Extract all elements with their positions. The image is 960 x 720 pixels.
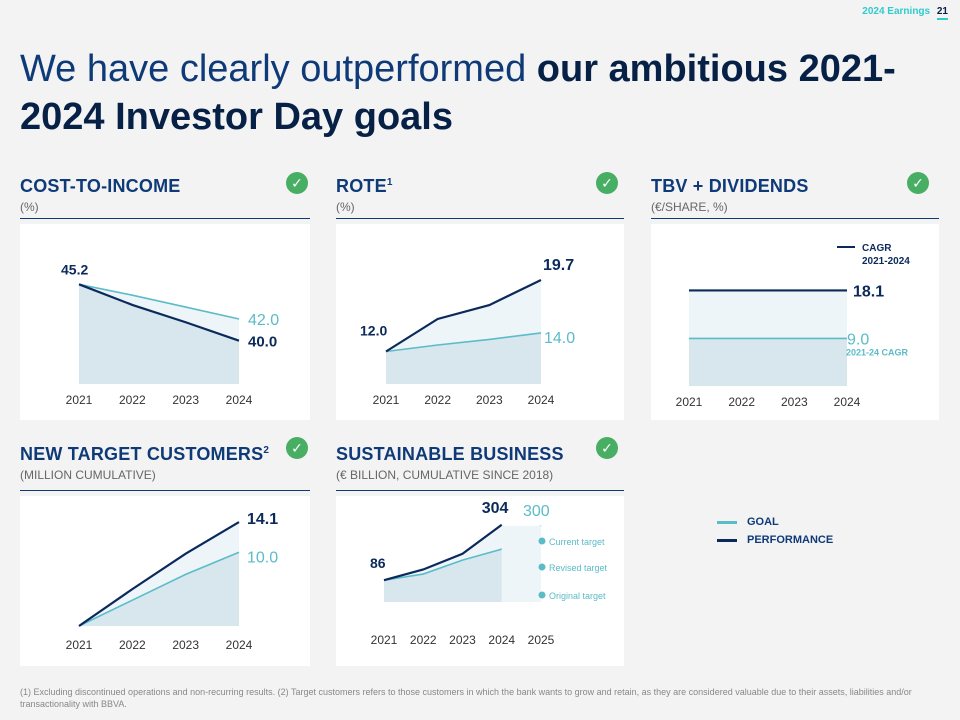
target-band [501, 525, 541, 602]
data-label-performance-end: 40.0 [248, 334, 277, 351]
target-annotation: Current target [549, 537, 605, 547]
area-fill-lower [689, 338, 847, 386]
x-tick-label: 2022 [119, 638, 146, 652]
panel-divider [20, 490, 310, 491]
footnote: (1) Excluding discontinued operations an… [20, 687, 912, 709]
goal-line [78, 283, 240, 320]
panel-divider [651, 218, 939, 219]
rote-chart: 2021 2022 2023 2024 12.0 19.7 14.0 [360, 257, 575, 407]
annotation-marker [538, 591, 546, 599]
report-label: 2024 Earnings [862, 6, 931, 17]
cagr-legend-period: 2021-2024 [862, 256, 910, 267]
panel-customers-header: NEW TARGET CUSTOMERS2 (MILLION CUMULATIV… [20, 444, 270, 482]
target-annotation: Revised target [549, 563, 608, 573]
data-label-performance-end: 18.1 [853, 283, 884, 300]
x-tick-label: 2021 [676, 395, 703, 409]
panel-rote-header: ROTE1 (%) [336, 176, 393, 214]
panel-title: TBV + DIVIDENDS [651, 176, 809, 196]
customers-chart: 2021 2022 2023 2024 14.1 10.0 [66, 511, 279, 652]
data-label-goal-end: 300 [523, 503, 550, 520]
x-tick-label: 2023 [476, 393, 503, 407]
data-label-start: 12.0 [360, 323, 387, 339]
x-tick-label: 2022 [119, 393, 146, 407]
data-label-goal-end: 14.0 [544, 330, 575, 347]
panel-divider [336, 490, 624, 491]
x-tick-label: 2023 [449, 633, 476, 647]
performance-line [78, 283, 240, 342]
legend-performance: PERFORMANCE [717, 534, 833, 546]
chart-card-tbv: 2021 2022 2023 2024 18.1 9.0 2021-24 CAGR CAGR 2… [651, 224, 939, 420]
x-tick-label: 2021 [371, 633, 398, 647]
panel-subtitle: (%) [336, 200, 355, 214]
panel-subtitle: (€ BILLION, CUMULATIVE SINCE 2018) [336, 468, 554, 482]
chart-card-sustainable: 2021 2022 2023 2024 2025 86 304 300 Current targ… [336, 496, 624, 666]
data-label-goal-end: 42.0 [248, 312, 279, 329]
data-label-performance-end: 19.7 [543, 257, 574, 274]
goal-line [78, 551, 240, 627]
panel-subtitle: (€/SHARE, %) [651, 200, 728, 214]
cti-chart: 2021 2022 2023 2024 45.2 42.0 40.0 [61, 261, 279, 407]
checkmark-icon: ✓ [286, 437, 308, 459]
goal-line [385, 332, 542, 353]
x-tick-label: 2022 [410, 633, 437, 647]
panel-divider [20, 218, 310, 219]
x-tick-label: 2024 [226, 638, 253, 652]
x-tick-label: 2022 [728, 395, 755, 409]
x-tick-label: 2021 [66, 638, 93, 652]
x-tick-label: 2023 [781, 395, 808, 409]
annotation-marker [538, 563, 546, 571]
annotation-marker [538, 537, 546, 545]
chart-card-cti: 2021 2022 2023 2024 45.2 42.0 40.0 [20, 224, 310, 420]
area-fill-lower [79, 284, 239, 384]
panel-cti-header: COST-TO-INCOME (%) [20, 176, 180, 214]
target-annotation: Original target [549, 591, 606, 601]
performance-line [383, 523, 503, 582]
area-fill-lower [386, 332, 541, 384]
panel-tbv-header: TBV + DIVIDENDS (€/SHARE, %) [651, 176, 809, 214]
x-tick-label: 2022 [424, 393, 451, 407]
x-tick-label: 2021 [373, 393, 400, 407]
data-label-goal-end: 10.0 [247, 549, 278, 566]
x-tick-label: 2025 [528, 633, 555, 647]
data-label-performance-end: 14.1 [247, 511, 278, 528]
goal-caption: 2021-24 CAGR [846, 347, 909, 357]
x-tick-label: 2021 [66, 393, 93, 407]
legend-swatch [717, 520, 737, 524]
panel-title: SUSTAINABLE BUSINESS [336, 444, 564, 464]
sustainable-chart: 2021 2022 2023 2024 2025 86 304 300 Current targ… [370, 500, 608, 647]
x-tick-label: 2024 [834, 395, 861, 409]
data-label-goal-end: 9.0 [847, 331, 869, 348]
x-tick-label: 2023 [172, 393, 199, 407]
data-label-start: 86 [370, 555, 386, 571]
chart-card-customers: 2021 2022 2023 2024 14.1 10.0 [20, 496, 310, 666]
panel-divider [336, 218, 624, 219]
x-tick-label: 2023 [172, 638, 199, 652]
checkmark-icon: ✓ [907, 172, 929, 194]
x-tick-label: 2024 [488, 633, 515, 647]
x-tick-label: 2024 [528, 393, 555, 407]
panel-title: ROTE [336, 176, 387, 196]
checkmark-icon: ✓ [596, 437, 618, 459]
panel-subtitle: (%) [20, 200, 39, 214]
data-label-start: 45.2 [61, 261, 88, 277]
legend-swatch [717, 538, 737, 542]
chart-card-rote: 2021 2022 2023 2024 12.0 19.7 14.0 [336, 224, 624, 420]
area-fill-lower [79, 552, 239, 626]
x-tick-label: 2024 [226, 393, 253, 407]
performance-line [385, 279, 542, 353]
legend-goal: GOAL [717, 516, 779, 528]
page-number: 21 [936, 6, 948, 20]
checkmark-icon: ✓ [596, 172, 618, 194]
panel-title: COST-TO-INCOME [20, 176, 181, 196]
checkmark-icon: ✓ [286, 172, 308, 194]
panel-sustainable-header: SUSTAINABLE BUSINESS (€ BILLION, CUMULAT… [336, 444, 564, 482]
page-header: 2024 Earnings 21 [862, 6, 948, 20]
cagr-legend-label: CAGR [862, 243, 892, 254]
panel-title: NEW TARGET CUSTOMERS [20, 444, 264, 464]
performance-line [78, 521, 240, 627]
page-title: We have clearly outperformed our ambitio… [20, 48, 896, 138]
panel-subtitle: (MILLION CUMULATIVE) [20, 468, 156, 482]
data-label-performance-end: 304 [482, 500, 509, 517]
